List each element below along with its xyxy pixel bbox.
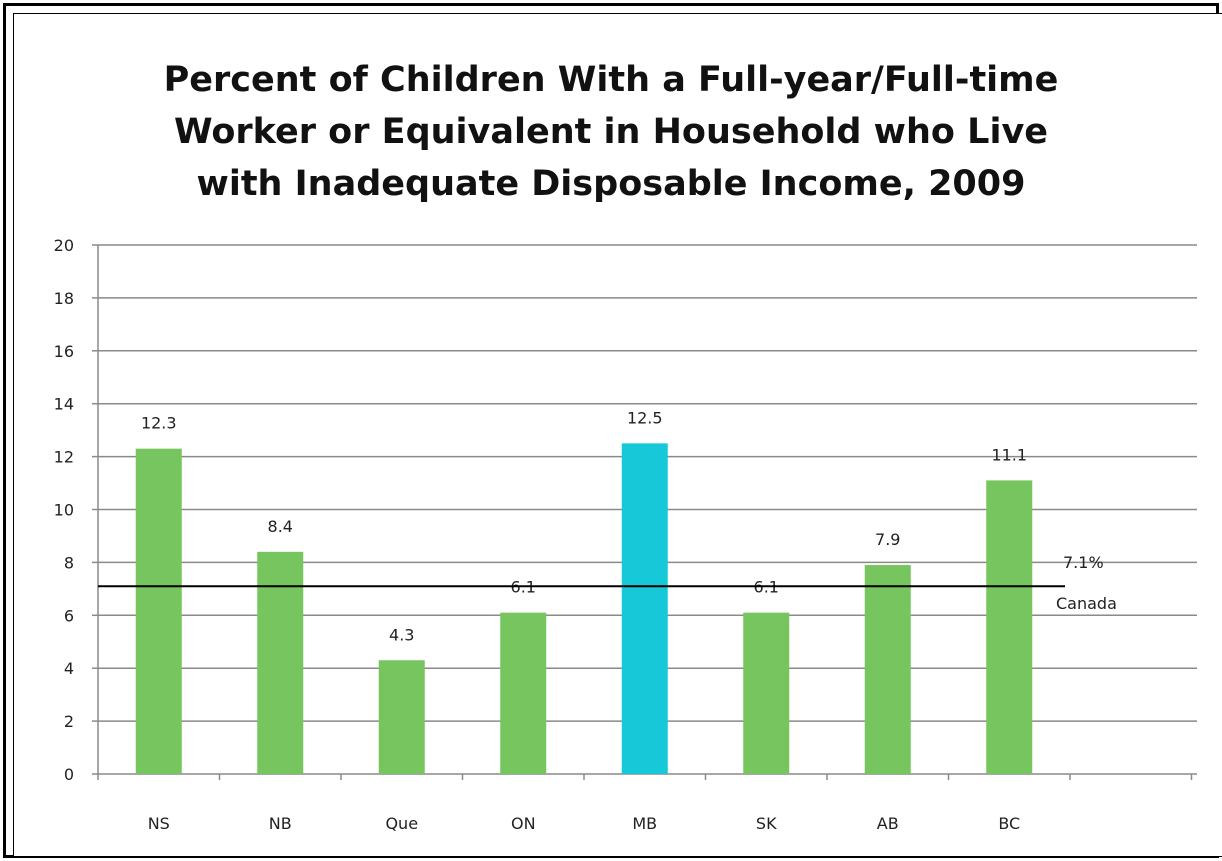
data-label-mb: 12.5 xyxy=(627,408,663,427)
y-tick-label: 12 xyxy=(54,448,74,467)
x-tick-label-nb: NB xyxy=(269,814,292,833)
y-tick-label: 10 xyxy=(54,501,74,520)
x-tick-label-bc: BC xyxy=(998,814,1020,833)
bar-bc xyxy=(986,480,1033,774)
y-tick-label: 18 xyxy=(54,289,74,308)
bar-que xyxy=(378,660,425,774)
data-label-ns: 12.3 xyxy=(141,414,177,433)
y-tick-label: 4 xyxy=(64,659,74,678)
x-tick-label-sk: SK xyxy=(756,814,777,833)
y-tick-label: 0 xyxy=(64,765,74,784)
x-tick-label-on: ON xyxy=(511,814,536,833)
x-tick-label-ns: NS xyxy=(148,814,170,833)
x-tick-label-que: Que xyxy=(385,814,418,833)
y-tick-label: 6 xyxy=(64,606,74,625)
data-label-ab: 7.9 xyxy=(875,530,900,549)
bar-on xyxy=(500,612,547,774)
bar-mb xyxy=(621,443,668,774)
data-label-que: 4.3 xyxy=(389,625,414,644)
data-label-nb: 8.4 xyxy=(268,517,293,536)
chart-title-line-1: Percent of Children With a Full-year/Ful… xyxy=(163,60,1059,100)
y-tick-label: 14 xyxy=(54,395,74,414)
bar-nb xyxy=(257,551,304,774)
x-tick-label-mb: MB xyxy=(632,814,657,833)
chart-title-line-3: with Inadequate Disposable Income, 2009 xyxy=(196,164,1026,204)
y-tick-label: 8 xyxy=(64,553,74,572)
chart-title: Percent of Children With a Full-year/Ful… xyxy=(0,54,1222,210)
y-tick-label: 16 xyxy=(54,342,74,361)
data-label-bc: 11.1 xyxy=(991,445,1027,464)
y-tick-label: 20 xyxy=(54,236,74,255)
x-tick-label-ab: AB xyxy=(877,814,899,833)
bar-ns xyxy=(135,448,182,774)
bar-ab xyxy=(864,565,911,774)
chart-title-line-2: Worker or Equivalent in Household who Li… xyxy=(173,112,1048,152)
y-tick-label: 2 xyxy=(64,712,74,731)
canada-reference-value: 7.1% xyxy=(1063,553,1104,572)
canada-reference-name: Canada xyxy=(1056,594,1117,613)
bar-sk xyxy=(743,612,790,774)
